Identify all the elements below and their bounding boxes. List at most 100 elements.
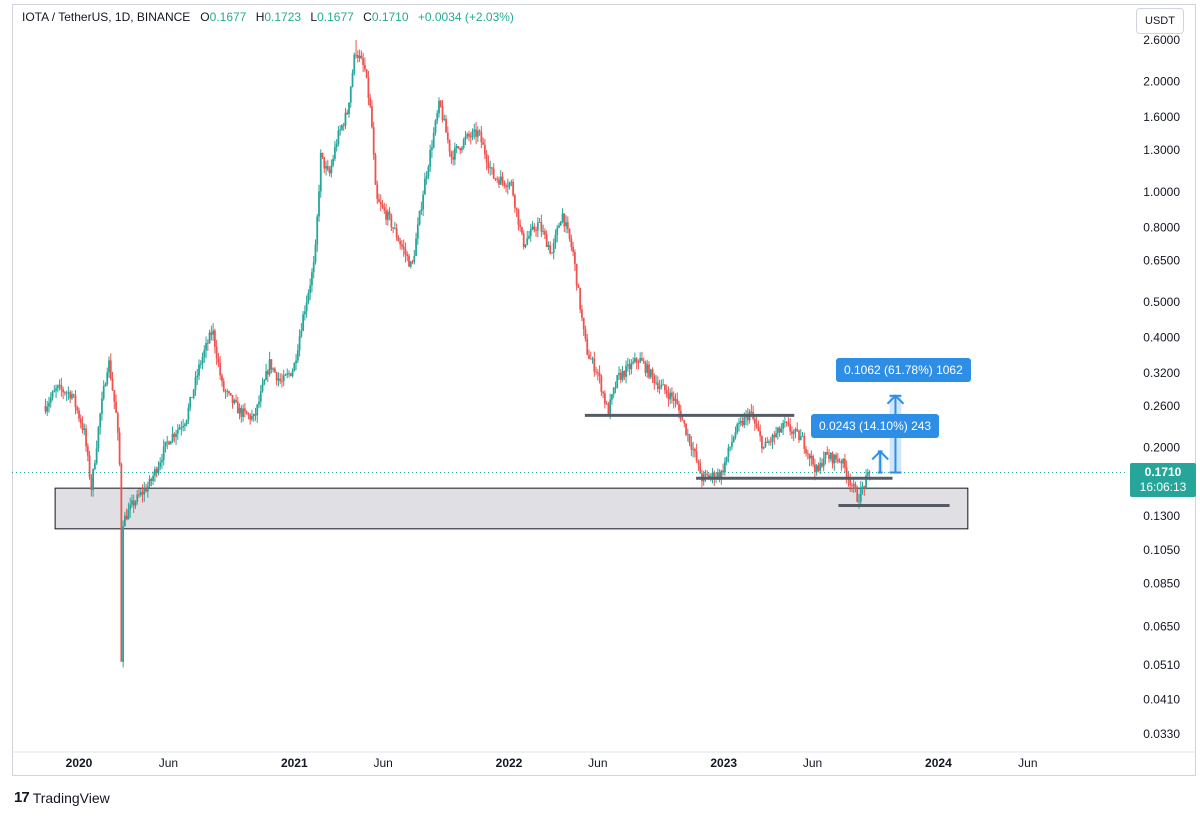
candle-body [812,456,815,465]
close-value: 0.1710 [371,10,409,24]
candle-body [531,226,534,230]
candle-body [711,472,714,477]
x-tick-label: Jun [1018,756,1037,770]
candle-body [806,453,809,455]
y-tick-label: 2.0000 [1143,75,1180,89]
candle-body [693,449,696,452]
candle-body [411,261,414,263]
candle-body [235,399,237,402]
candle-body [203,350,206,357]
candle-body [462,139,465,148]
candle-body [524,244,527,248]
candle-body [249,414,252,420]
candle-body [101,398,103,414]
candle-body [577,285,580,288]
tradingview-footer[interactable]: 17 TradingView [14,789,110,806]
candle-body [321,152,324,158]
y-tick-label: 1.0000 [1143,185,1180,199]
candle-body [517,209,520,225]
candle-body [732,437,735,443]
candle-body [393,228,396,230]
x-tick-label: Jun [159,756,178,770]
candle-body [838,461,841,463]
candle-body [104,384,107,387]
candle-body [316,216,319,245]
candle-body [399,241,402,245]
candle-body [551,252,553,254]
candle-body [438,100,440,114]
candle-body [254,413,257,416]
candle-body [180,427,183,429]
candle-body [155,469,158,474]
candle-body [815,465,818,473]
candle-body [215,346,218,359]
candle-body [65,392,68,394]
candle-body [252,413,255,417]
candle-body [798,430,800,441]
candle-body [374,155,377,185]
candle-body [298,336,301,351]
y-tick-label: 1.3000 [1143,143,1180,157]
candle-body [318,191,320,217]
candle-body [692,449,695,450]
candle-body [586,338,589,355]
candle-body [402,246,405,249]
candle-body [510,181,513,183]
candle-body [404,248,407,255]
candle-body [185,420,188,425]
currency-button[interactable]: USDT [1136,8,1184,34]
x-tick-label: 2023 [710,756,737,770]
candle-body [319,152,322,192]
candle-body [746,414,749,421]
candle-body [651,369,654,376]
candle-body [395,228,398,238]
candle-body [194,377,197,390]
candle-body [173,433,176,437]
candle-body [228,391,230,394]
candle-body [191,397,193,398]
candle-body [655,382,657,384]
candle-body [353,54,356,73]
candle-body [139,491,142,496]
y-tick-label: 2.6000 [1143,33,1180,47]
candle-body [325,166,327,169]
candle-body [743,417,746,426]
candle-body [378,199,380,203]
candle-body [609,399,612,414]
high-value: 0.1723 [264,10,302,24]
candle-body [681,419,684,421]
candle-body [739,421,742,423]
candle-body [521,227,523,234]
y-tick-label: 0.4000 [1143,330,1180,344]
candle-body [671,392,673,397]
candle-body [127,509,130,520]
x-tick-label: 2020 [66,756,93,770]
y-tick-label: 0.2000 [1143,441,1180,455]
candle-body [595,371,597,373]
candle-body [86,446,89,456]
y-tick-label: 0.0510 [1143,658,1180,672]
y-tick-label: 0.0330 [1143,727,1180,741]
candle-body [153,469,156,476]
x-tick-label: Jun [588,756,607,770]
candle-body [780,428,783,433]
measure-label-lower[interactable]: 0.0243 (14.10%) 243 [811,414,940,438]
candle-body [552,242,555,253]
candle-body [138,494,140,496]
candle-body [88,455,91,478]
measure-label-upper[interactable]: 0.1062 (61.78%) 1062 [836,358,971,382]
candle-body [371,106,373,128]
candle-body [741,421,744,426]
candle-body [277,378,280,381]
candle-body [222,381,225,391]
candle-body [639,358,642,363]
candle-body [341,125,343,130]
candle-body [761,436,763,449]
candle-body [723,461,726,473]
change-value: +0.0034 (+2.03%) [417,10,514,24]
candle-body [365,69,368,78]
candle-body [485,154,488,163]
candle-body [85,428,87,447]
candle-body [143,488,146,495]
